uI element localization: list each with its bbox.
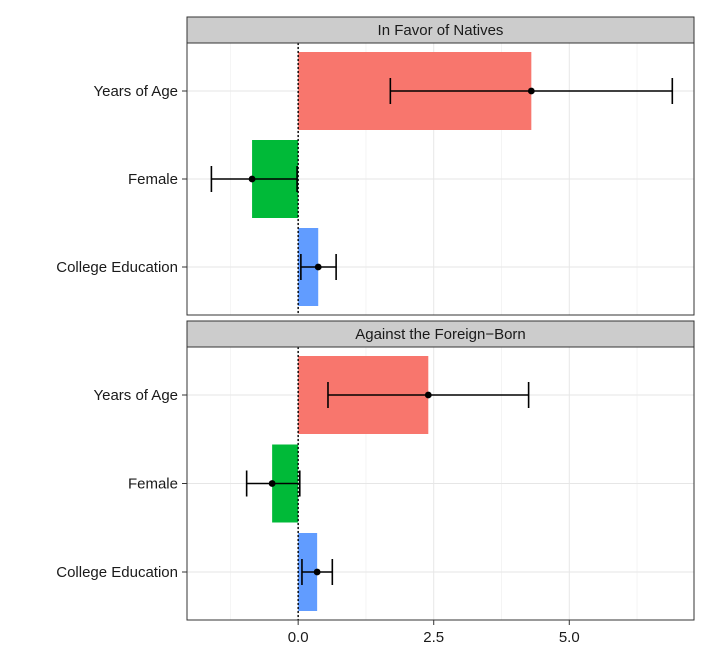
facet-strip	[186, 16, 695, 44]
point-estimate-college-education	[314, 263, 322, 271]
point-estimate-years-of-age	[424, 391, 432, 399]
panels-layer: In Favor of Natives Years of Age Female Col…	[56, 16, 695, 621]
y-tick-label: Female	[128, 171, 178, 188]
facet-title: In Favor of Natives	[378, 22, 504, 39]
x-tick-label: 2.5	[423, 629, 444, 646]
x-axis: 0.0 2.5 5.0	[288, 620, 580, 646]
y-tick-label: College Education	[56, 564, 178, 581]
point-estimate-college-education	[313, 568, 321, 576]
facet-strip	[186, 320, 695, 348]
y-tick-label: Years of Age	[93, 387, 178, 404]
facet-panel-1: In Favor of Natives Years of Age Female Col…	[56, 16, 695, 316]
x-tick-label: 5.0	[559, 629, 580, 646]
point-estimate-female	[268, 480, 276, 487]
point-estimate-female	[248, 175, 256, 183]
y-tick-label: Years of Age	[93, 83, 178, 100]
facet-title: Against the Foreign−Born	[355, 326, 526, 343]
x-tick-label: 0.0	[288, 629, 309, 646]
y-tick-label: College Education	[56, 259, 178, 276]
point-estimate-years-of-age	[527, 87, 535, 95]
y-tick-label: Female	[128, 476, 178, 493]
facet-panel-2: Against the Foreign−Born Years of Age Fema…	[56, 320, 695, 621]
